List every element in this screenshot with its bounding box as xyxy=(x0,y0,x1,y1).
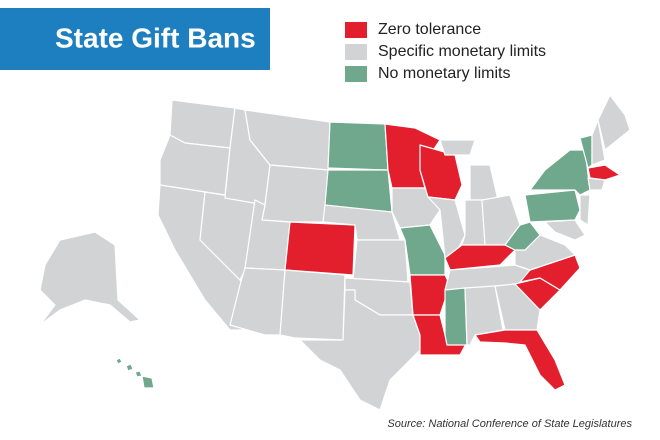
state xyxy=(469,164,499,201)
state xyxy=(261,164,329,223)
state xyxy=(134,370,143,378)
state xyxy=(409,274,451,316)
state xyxy=(461,199,486,246)
state xyxy=(352,239,409,283)
legend-label: Zero tolerance xyxy=(378,21,481,38)
state xyxy=(587,164,621,181)
state xyxy=(591,119,606,166)
legend: Zero tolerance Specific monetary limits No… xyxy=(345,21,546,82)
states xyxy=(39,94,631,411)
legend-swatch xyxy=(345,66,367,82)
state xyxy=(544,219,586,241)
legend-label: Specific monetary limits xyxy=(378,43,546,60)
source: Source: National Conference of State Leg… xyxy=(387,418,632,430)
legend-label: No monetary limits xyxy=(378,65,510,82)
state xyxy=(587,177,606,191)
state xyxy=(444,287,468,346)
state xyxy=(494,283,541,331)
state xyxy=(141,375,155,389)
state xyxy=(524,189,581,223)
title-box xyxy=(0,8,270,70)
state xyxy=(284,221,356,276)
state xyxy=(529,149,591,196)
state xyxy=(579,194,591,226)
state xyxy=(597,94,631,151)
state xyxy=(125,363,134,372)
state xyxy=(327,121,389,171)
state xyxy=(439,139,476,156)
state xyxy=(115,357,123,365)
state xyxy=(39,231,141,326)
state xyxy=(299,289,426,411)
title: State Gift Bans xyxy=(55,22,256,53)
state xyxy=(474,329,566,391)
legend-swatch xyxy=(345,44,367,60)
legend-swatch xyxy=(345,22,367,38)
state xyxy=(279,269,346,341)
